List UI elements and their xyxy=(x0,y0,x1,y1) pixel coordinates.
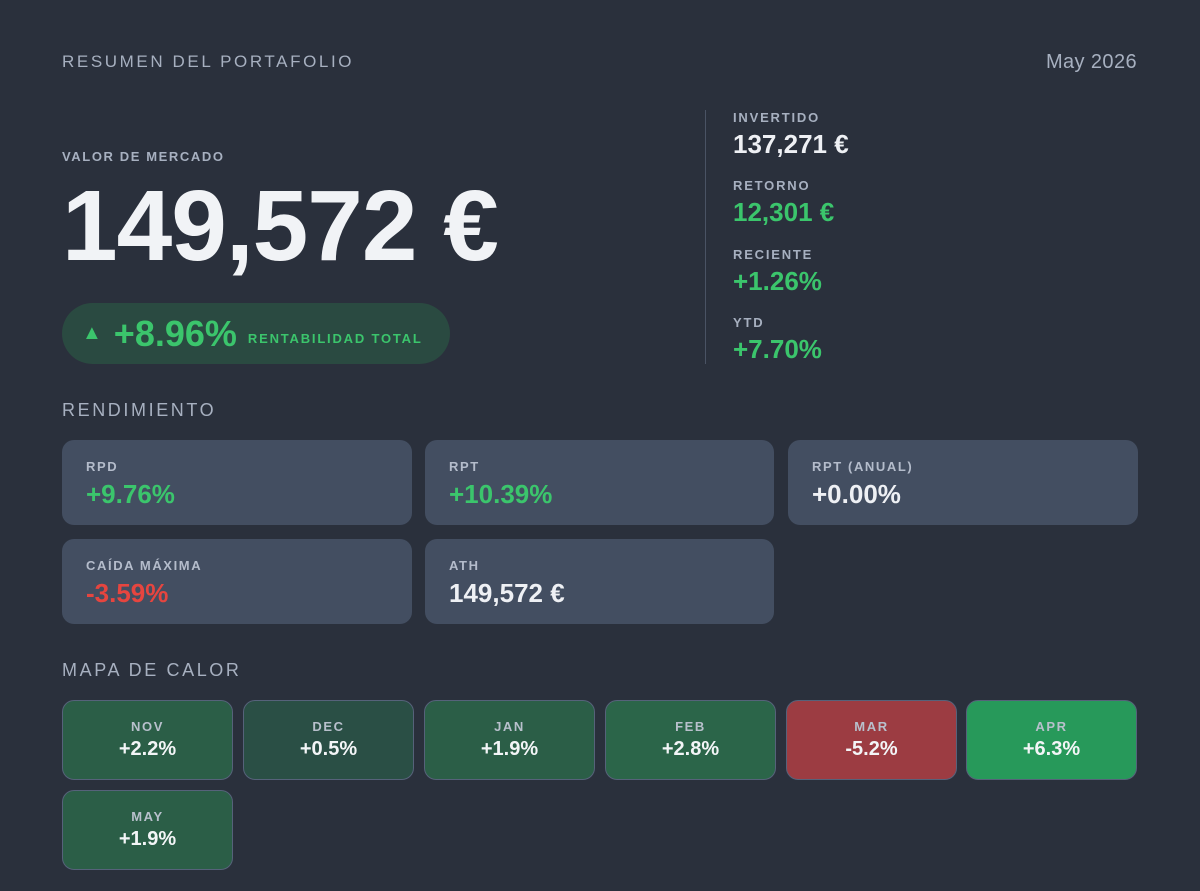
heatmap-return: -5.2% xyxy=(845,738,898,760)
stat-label: RETORNO xyxy=(733,178,811,193)
metric-card-rpt: RPT +10.39% xyxy=(425,440,774,525)
metric-label: RPT xyxy=(449,459,480,474)
metric-label: ATH xyxy=(449,558,480,573)
stat-ytd: YTD +7.70% xyxy=(733,315,822,365)
stat-label: INVERTIDO xyxy=(733,110,820,125)
stat-value: 12,301 € xyxy=(733,197,835,227)
metric-card-rpd: RPD +9.76% xyxy=(62,440,412,525)
heatmap-month: MAY xyxy=(131,809,164,824)
metric-value: +0.00% xyxy=(812,479,901,509)
period-date: May 2026 xyxy=(1045,51,1137,73)
heatmap-cell-feb: FEB +2.8% xyxy=(605,700,776,780)
market-value: 149,572 € xyxy=(62,170,499,282)
stat-return: RETORNO 12,301 € xyxy=(733,178,834,228)
heatmap-cell-may: MAY +1.9% xyxy=(62,790,233,870)
heatmap-month: NOV xyxy=(131,719,164,734)
stat-invested: INVERTIDO 137,271 € xyxy=(733,110,849,160)
heatmap-month: MAR xyxy=(854,719,889,734)
total-return-value: +8.96% xyxy=(113,312,237,354)
metric-value: -3.59% xyxy=(86,578,169,608)
heatmap-return: +1.9% xyxy=(118,828,177,850)
heatmap-cell-apr: APR +6.3% xyxy=(966,700,1137,780)
metric-card-max-drawdown: CAÍDA MÁXIMA -3.59% xyxy=(62,539,412,624)
heatmap-cell-jan: JAN +1.9% xyxy=(424,700,595,780)
heatmap-cell-dec: DEC +0.5% xyxy=(243,700,414,780)
stat-value: +1.26% xyxy=(733,266,822,296)
metric-value: +10.39% xyxy=(449,479,553,509)
page-title: RESUMEN DEL PORTAFOLIO xyxy=(62,52,355,71)
vertical-divider xyxy=(705,110,706,364)
heatmap-return: +6.3% xyxy=(1022,738,1081,760)
heatmap-return: +1.9% xyxy=(480,738,539,760)
metric-label: CAÍDA MÁXIMA xyxy=(86,558,203,573)
stat-value: +7.70% xyxy=(733,334,822,364)
heatmap-month: DEC xyxy=(312,719,345,734)
heatmap-return: +0.5% xyxy=(299,738,358,760)
arrow-up-icon: ▲ xyxy=(82,322,102,344)
heatmap-cell-mar: MAR -5.2% xyxy=(786,700,957,780)
heatmap-month: APR xyxy=(1035,719,1068,734)
heatmap-return: +2.2% xyxy=(118,738,177,760)
heatmap-section-title: MAPA DE CALOR xyxy=(62,660,242,680)
metric-card-rpt-annual: RPT (ANUAL) +0.00% xyxy=(788,440,1138,525)
stat-recent: RECIENTE +1.26% xyxy=(733,247,822,297)
heatmap-month: JAN xyxy=(494,719,525,734)
market-value-label: VALOR DE MERCADO xyxy=(62,149,225,164)
metric-label: RPT (ANUAL) xyxy=(812,459,914,474)
metric-label: RPD xyxy=(86,459,119,474)
metric-value: +9.76% xyxy=(86,479,175,509)
metric-card-ath: ATH 149,572 € xyxy=(425,539,774,624)
stat-label: YTD xyxy=(733,315,765,330)
performance-section-title: RENDIMIENTO xyxy=(62,400,217,420)
heatmap-month: FEB xyxy=(675,719,706,734)
metric-value: 149,572 € xyxy=(449,578,565,608)
heatmap-cell-nov: NOV +2.2% xyxy=(62,700,233,780)
stat-value: 137,271 € xyxy=(733,129,849,159)
total-return-badge: ▲ +8.96% RENTABILIDAD TOTAL xyxy=(62,303,450,364)
heatmap-return: +2.8% xyxy=(661,738,720,760)
total-return-label: RENTABILIDAD TOTAL xyxy=(247,331,423,346)
stat-label: RECIENTE xyxy=(733,247,814,262)
